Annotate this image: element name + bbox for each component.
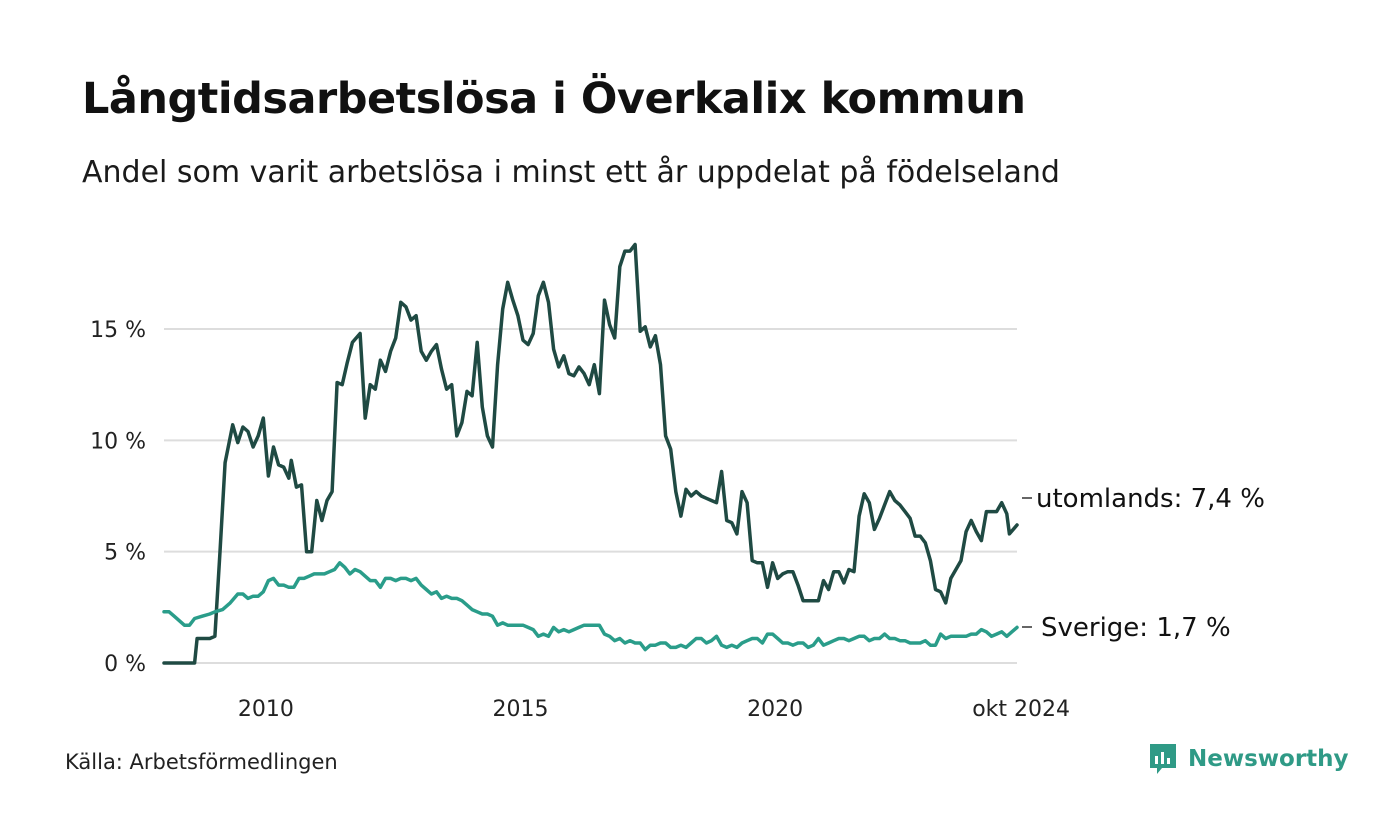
series-line-utomlands — [162, 242, 1019, 665]
series-end-labels: utomlands: 7,4 % Sverige: 1,7 % — [1022, 484, 1265, 643]
brand-name: Newsworthy — [1188, 746, 1349, 772]
x-tick-label: 2015 — [492, 697, 548, 722]
series-line-sverige — [162, 561, 1019, 652]
x-axis-ticks: 2010 2015 2020 okt 2024 — [238, 697, 1070, 722]
series-end-label: utomlands: 7,4 % — [1036, 484, 1265, 514]
gridlines — [164, 328, 1017, 664]
y-tick-label: 10 % — [90, 429, 146, 454]
y-tick-label: 0 % — [104, 652, 146, 677]
x-tick-label: okt 2024 — [972, 697, 1070, 722]
y-axis-ticks: 0 % 5 % 10 % 15 % — [90, 318, 146, 677]
source-note: Källa: Arbetsförmedlingen — [65, 750, 338, 774]
brand-logo: Newsworthy — [1148, 742, 1349, 776]
chart-subtitle: Andel som varit arbetslösa i minst ett å… — [82, 155, 1060, 190]
series-lines — [162, 242, 1019, 665]
series-end-label: Sverige: 1,7 % — [1041, 613, 1231, 643]
chart-title: Långtidsarbetslösa i Överkalix kommun — [82, 74, 1026, 124]
bar-chart-bubble-icon — [1150, 744, 1176, 774]
x-tick-label: 2020 — [747, 697, 803, 722]
y-tick-label: 15 % — [90, 318, 146, 343]
y-tick-label: 5 % — [104, 541, 146, 566]
x-tick-label: 2010 — [238, 697, 294, 722]
